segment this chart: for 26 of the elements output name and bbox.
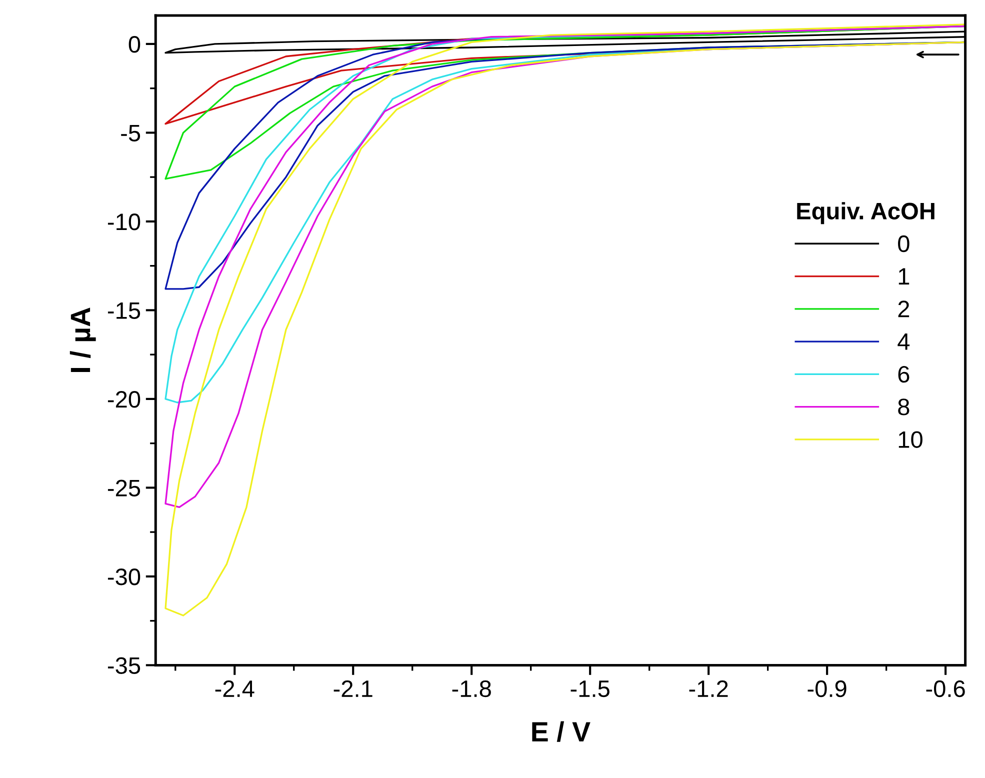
legend-title: Equiv. AcOH <box>797 202 934 224</box>
x-axis-title: E / V <box>532 721 590 742</box>
legend-label: 2 <box>898 300 910 318</box>
legend-label: 0 <box>898 235 910 252</box>
x-tick-label: -1.5 <box>570 680 610 698</box>
y-tick-label: -20 <box>108 391 140 408</box>
y-tick-label: -10 <box>108 214 140 230</box>
x-tick-label: -1.8 <box>452 680 491 698</box>
y-axis-title: I / µA <box>70 308 96 372</box>
legend-label: 1 <box>898 268 910 285</box>
x-tick-label: -1.2 <box>689 680 728 697</box>
y-tick-label: -25 <box>108 480 140 496</box>
x-tick-label: -2.4 <box>215 680 254 697</box>
x-tick-label: -2.1 <box>334 680 372 697</box>
line-series <box>164 24 966 616</box>
x-tick-label: -0.6 <box>926 680 965 698</box>
legend-label: 8 <box>898 398 910 416</box>
legend-label: 4 <box>898 334 910 350</box>
x-tick-label: -0.9 <box>808 680 846 698</box>
legend-label: 6 <box>898 366 910 383</box>
legend-label: 10 <box>898 431 922 448</box>
y-tick-label: -35 <box>108 657 140 674</box>
y-tick-label: -5 <box>121 125 140 142</box>
y-tick-label: -30 <box>108 568 140 586</box>
y-tick-label: 0 <box>128 36 140 53</box>
y-tick-label: -15 <box>108 302 140 319</box>
